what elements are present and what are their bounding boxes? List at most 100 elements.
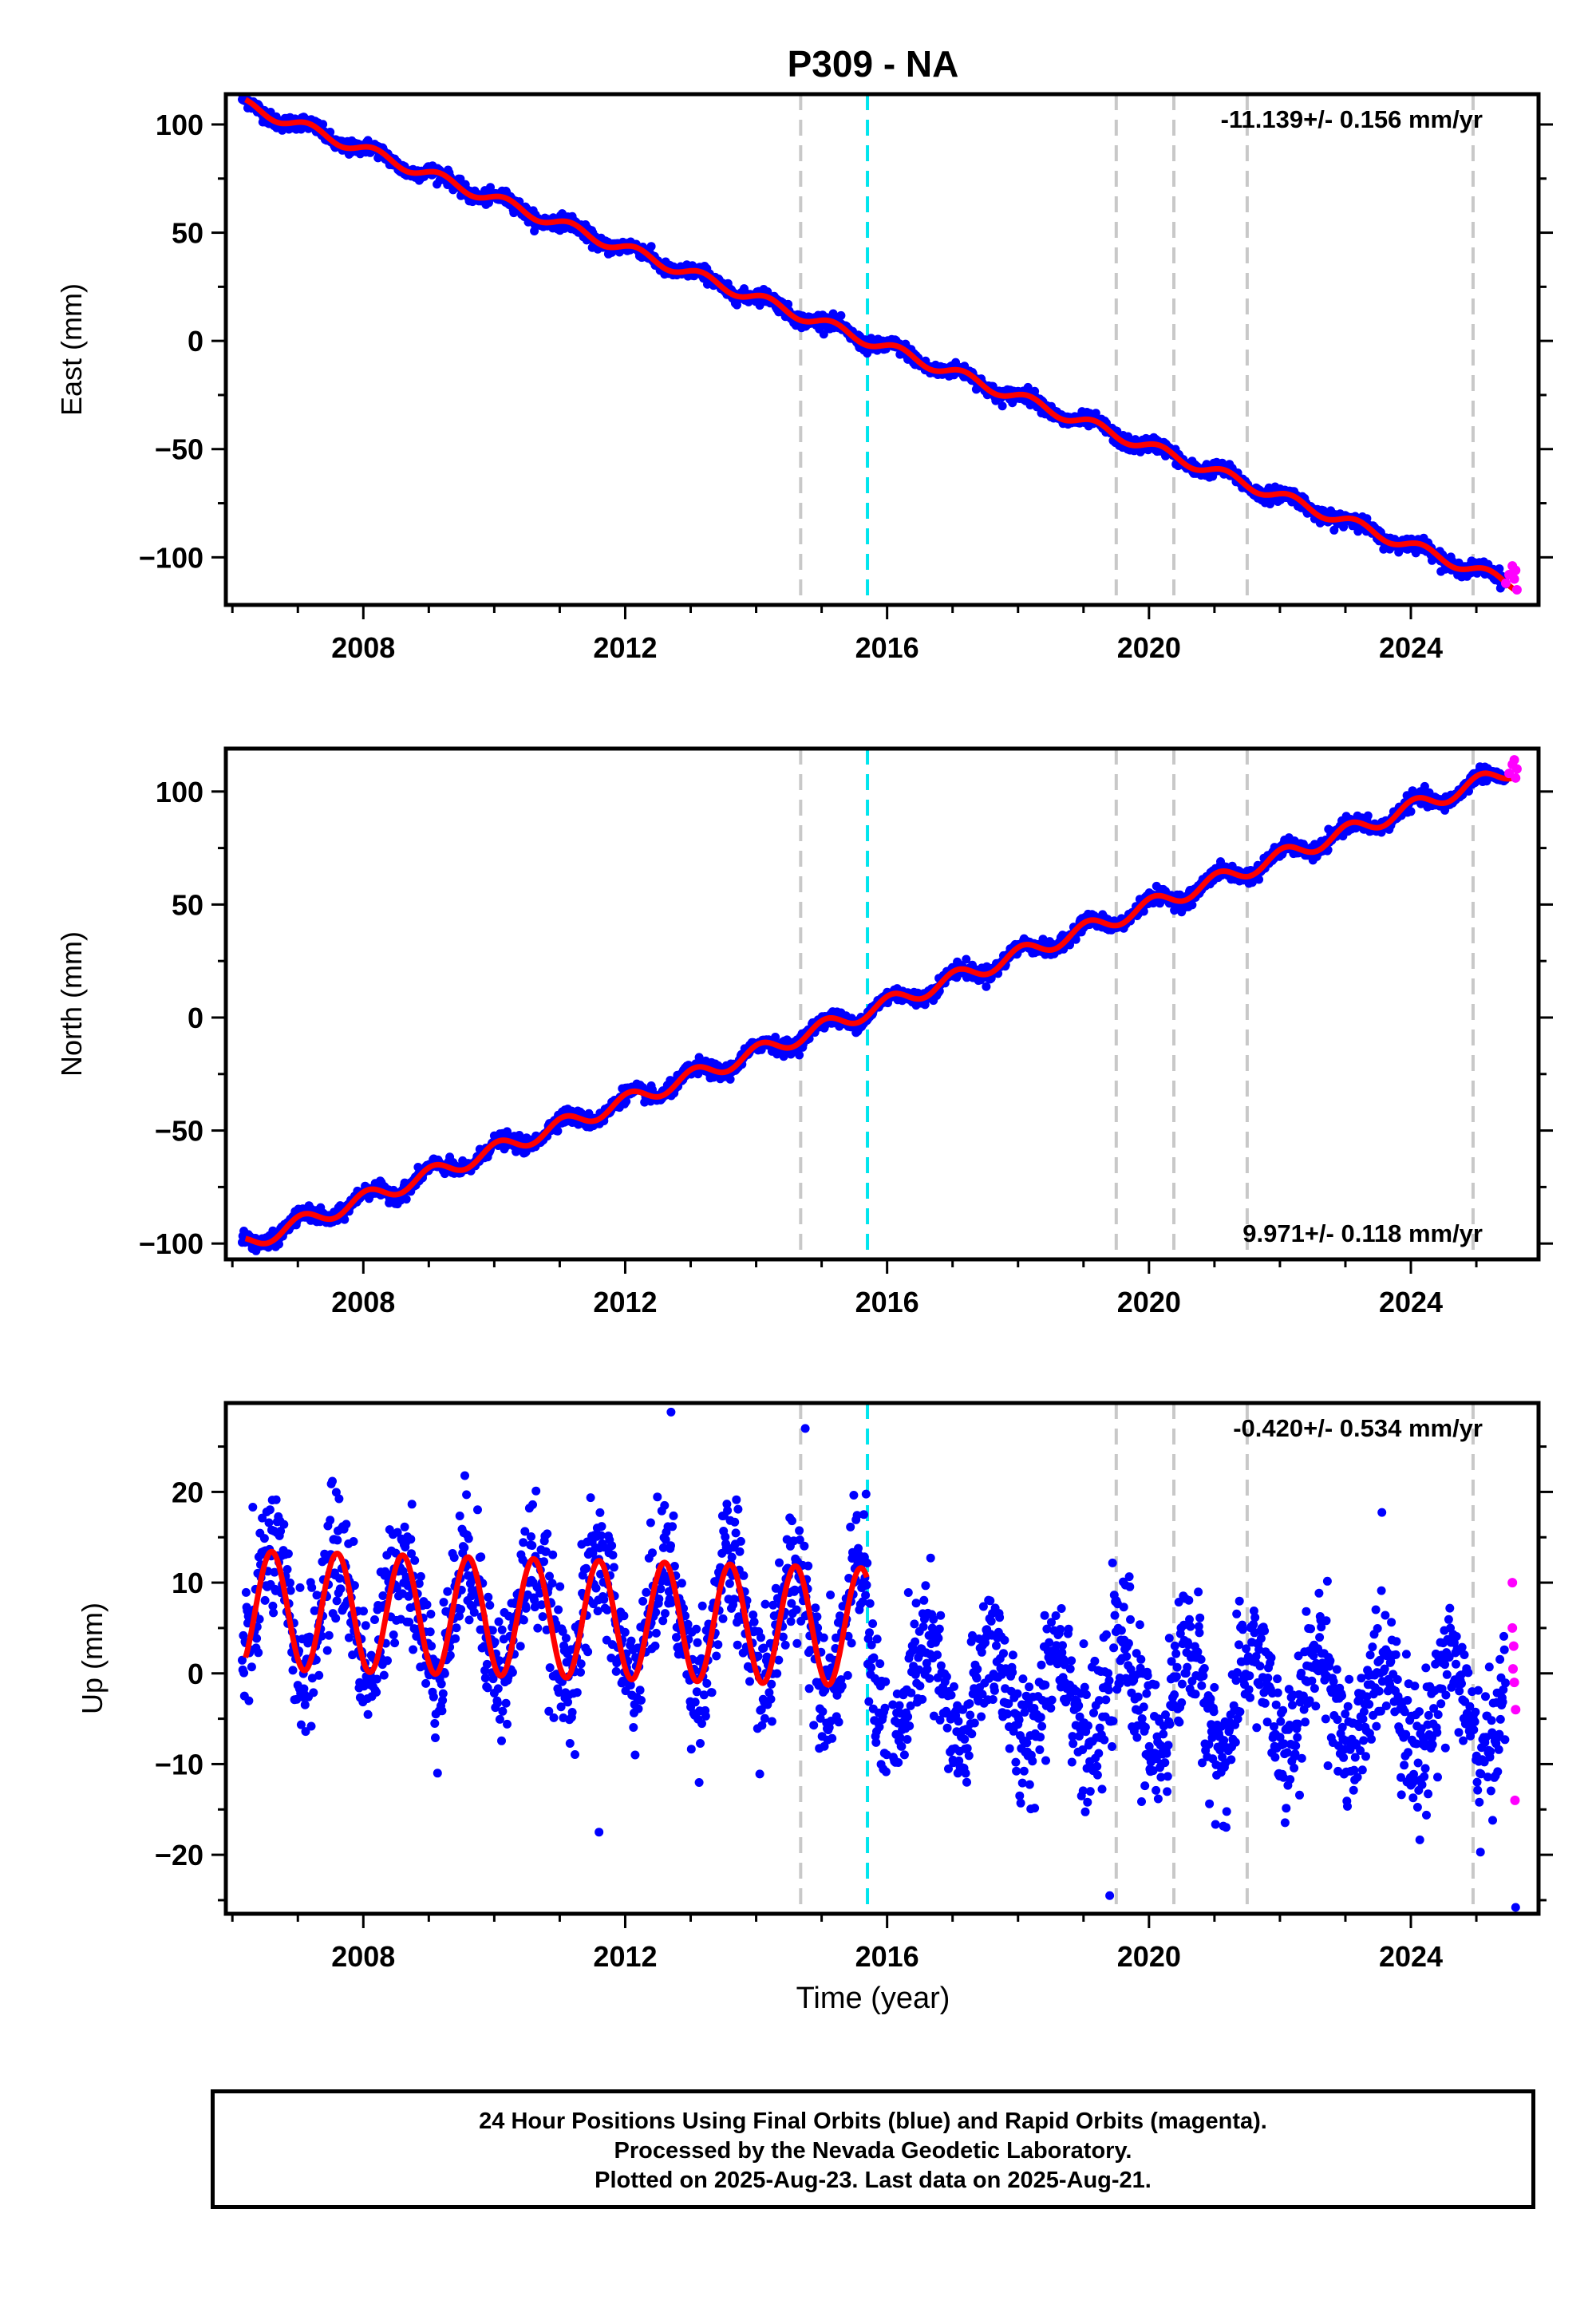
data-point <box>389 1630 398 1639</box>
data-point <box>322 1646 332 1655</box>
data-point <box>306 1721 316 1731</box>
data-point <box>269 1608 279 1618</box>
y-axis-label: East (mm) <box>55 283 88 416</box>
data-point <box>363 1709 373 1719</box>
data-point <box>239 1668 249 1678</box>
x-tick-label: 2024 <box>1379 1286 1443 1318</box>
y-tick-label: 100 <box>156 109 203 141</box>
data-point <box>331 1614 341 1623</box>
data-point <box>407 1500 417 1509</box>
rapid-orbit-points <box>1500 561 1522 595</box>
data-point <box>244 1696 254 1705</box>
data-point <box>336 1584 346 1594</box>
data-point <box>265 1505 275 1515</box>
data-point <box>378 1591 388 1600</box>
data-point <box>836 310 846 320</box>
y-axis-label: North (mm) <box>55 931 88 1077</box>
data-point <box>1495 564 1504 574</box>
rapid-point <box>1511 585 1522 595</box>
panel-north: 2008 2012 2016 2020 2024 −100 −50 0 50 100 North (… <box>55 746 1553 1318</box>
data-point <box>309 1688 318 1697</box>
data-point <box>283 1549 293 1559</box>
data-point <box>383 1656 392 1666</box>
data-point <box>370 1615 379 1624</box>
data-point <box>390 1638 400 1648</box>
data-point <box>400 1522 409 1531</box>
data-point <box>1363 811 1373 820</box>
data-point <box>328 1476 337 1486</box>
data-point <box>241 1587 251 1597</box>
data-point <box>288 1666 298 1675</box>
x-tick-label: 2008 <box>331 1286 395 1318</box>
plot-frame <box>223 92 1541 607</box>
data-point <box>998 401 1007 411</box>
chart-title: P309 - NA <box>788 43 959 85</box>
data-point <box>300 1700 310 1709</box>
data-point <box>982 982 991 991</box>
data-point <box>318 120 328 129</box>
data-point <box>725 1074 735 1084</box>
data-point <box>307 1583 317 1592</box>
data-point <box>260 1595 270 1605</box>
data-point <box>1406 807 1416 816</box>
y-tick-label: 50 <box>172 217 203 250</box>
rapid-point <box>1509 574 1519 584</box>
x-tick-label: 2012 <box>593 631 657 664</box>
plot-area <box>238 94 1522 605</box>
x-tick-label: 2020 <box>1117 631 1181 664</box>
y-tick-label: 0 <box>188 1002 203 1034</box>
plot-area <box>238 1403 1521 1914</box>
data-point <box>282 1565 292 1574</box>
data-point <box>333 1535 342 1545</box>
data-point <box>401 1195 411 1204</box>
x-tick-label: 2008 <box>331 631 395 664</box>
data-point <box>271 1495 281 1504</box>
data-point <box>286 1578 294 1587</box>
data-point <box>248 1503 258 1512</box>
rapid-point <box>1500 578 1511 588</box>
data-point <box>340 1215 350 1224</box>
y-tick-label: −50 <box>155 433 203 466</box>
rapid-point <box>1511 773 1521 783</box>
data-point <box>1187 900 1197 910</box>
x-tick-label: 2024 <box>1379 631 1443 664</box>
x-tick-label: 2020 <box>1117 1286 1181 1318</box>
data-point <box>334 1494 344 1504</box>
data-point <box>819 330 828 339</box>
x-tick-label: 2012 <box>593 1286 657 1318</box>
data-point <box>259 1534 269 1543</box>
data-point <box>247 1662 256 1672</box>
rapid-point <box>1511 565 1521 575</box>
data-point <box>252 1634 262 1643</box>
data-point <box>646 242 656 251</box>
data-point <box>324 1630 334 1640</box>
panels: 2008 2012 2016 2020 2024 −100 −50 0 50 100 East (m… <box>55 92 1553 2015</box>
x-axis: 2008 2012 2016 2020 2024 <box>231 607 1478 664</box>
rapid-point <box>1509 755 1519 765</box>
y-tick-label: −100 <box>139 1227 203 1260</box>
x-tick-label: 2016 <box>855 631 919 664</box>
data-point <box>406 1535 416 1544</box>
model-fit-curve <box>243 97 1518 593</box>
data-point <box>372 1687 381 1697</box>
y-tick-label: 50 <box>172 888 203 921</box>
data-point <box>359 1607 368 1616</box>
y-tick-label: −100 <box>139 541 203 574</box>
y-tick-label: −50 <box>155 1115 203 1148</box>
rapid-point <box>1511 764 1522 774</box>
x-tick-label: 2016 <box>855 1286 919 1318</box>
y-tick-label: 100 <box>156 776 203 808</box>
data-point <box>314 1670 324 1680</box>
data-point <box>279 1520 289 1529</box>
rate-label: -11.139+/- 0.156 mm/yr <box>1221 105 1483 133</box>
data-point <box>379 1670 389 1680</box>
x-axis: 2008 2012 2016 2020 2024 <box>231 1261 1478 1318</box>
data-point <box>553 1126 563 1136</box>
data-point <box>342 1520 351 1529</box>
data-point <box>332 1596 342 1606</box>
data-point <box>295 1583 305 1592</box>
data-point <box>326 1516 335 1525</box>
